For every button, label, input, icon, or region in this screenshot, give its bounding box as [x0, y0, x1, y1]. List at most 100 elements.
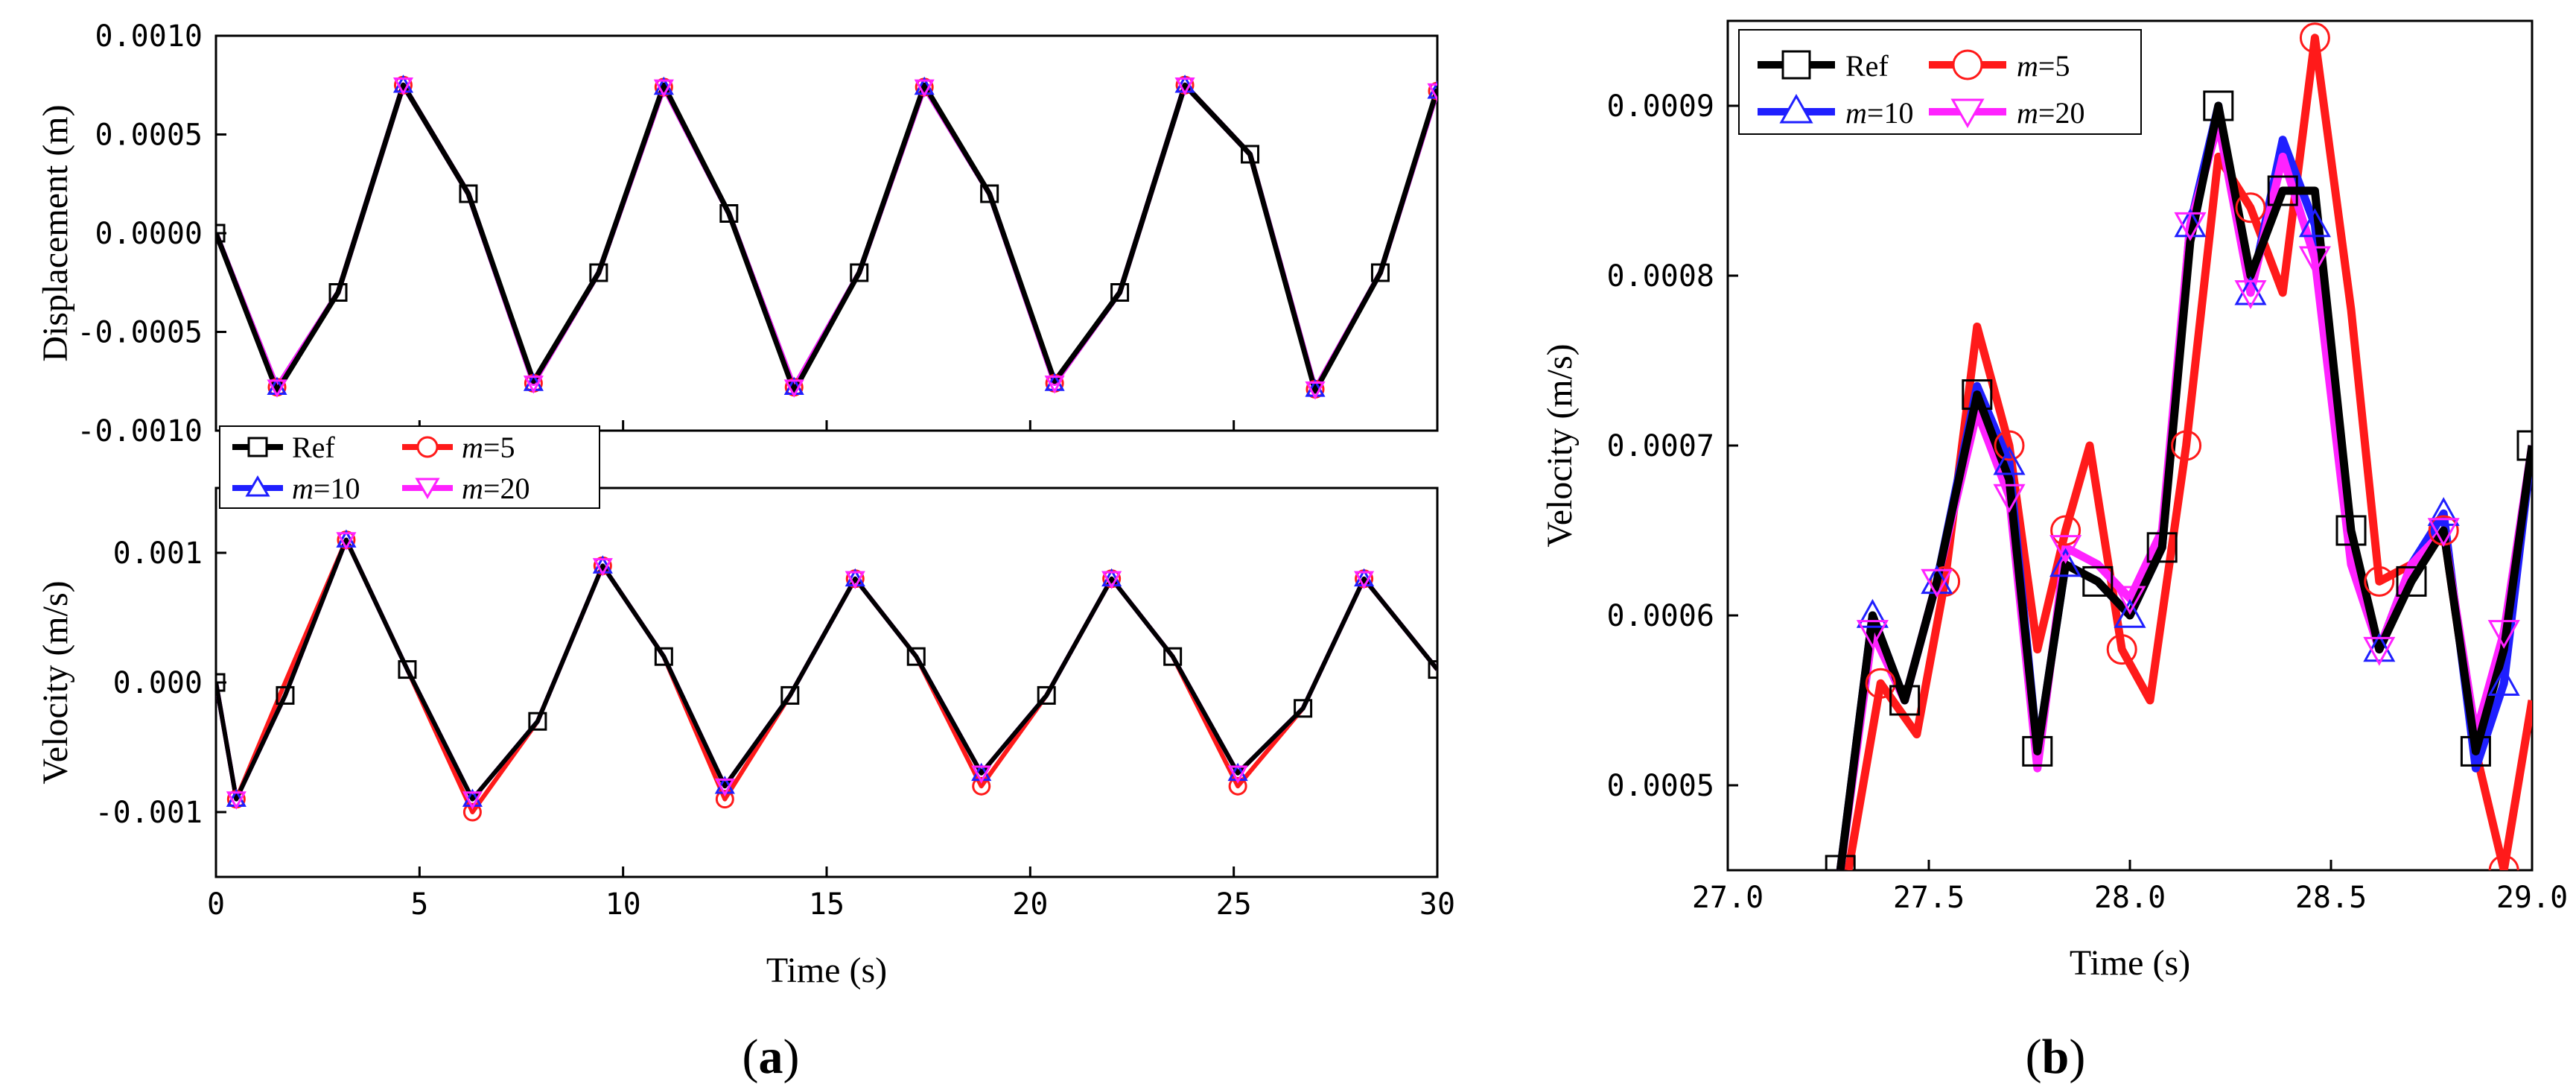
- panel-b-label: (b): [2026, 1030, 2086, 1084]
- legend-b-entry-m20: m=20: [1929, 96, 2084, 130]
- data-point-m20: [1101, 571, 1122, 589]
- data-point-ref: [1428, 660, 1437, 679]
- legend-a-m10-label: m=10: [292, 472, 360, 505]
- data-point-ref: [528, 712, 547, 731]
- data-point-m10: [2427, 497, 2460, 526]
- velocity-ticks-group: 0 5 10 15 20 25 30 -0.001 0.000 0.001: [95, 536, 1456, 922]
- y-tick-label: 0.0000: [95, 217, 203, 251]
- data-point-m20: [226, 791, 247, 810]
- data-point-ref: [398, 660, 417, 679]
- data-point-m10: [2049, 548, 2082, 577]
- data-point-m10: [1993, 446, 2026, 475]
- displacement-ticks-group: -0.0010 -0.0005 0.0000 0.0005 0.0010: [77, 19, 1439, 449]
- data-point-ref: [2516, 430, 2532, 461]
- legend-b-ref-marker: [1781, 50, 1811, 80]
- legend-a-ref-label: Ref: [292, 431, 335, 464]
- data-point-m5: [972, 776, 991, 796]
- data-point-m20: [1305, 381, 1326, 400]
- data-point-ref: [589, 263, 608, 282]
- data-point-ref: [2146, 532, 2178, 563]
- data-point-ref: [1370, 263, 1390, 282]
- data-point-m20: [653, 79, 674, 98]
- y-tick-label: -0.0010: [77, 414, 203, 449]
- legend-b-m10-marker: [1779, 93, 1813, 124]
- legend-a-entry-m5: m=5: [402, 431, 515, 464]
- data-point-m10: [1921, 565, 1953, 595]
- data-point-m20: [1174, 77, 1195, 96]
- data-point-m20: [845, 571, 865, 589]
- data-point-m20: [1427, 83, 1437, 102]
- series-line-ref: [1836, 101, 2532, 870]
- data-point-m20: [971, 765, 992, 784]
- data-point-ref: [2335, 515, 2367, 546]
- data-point-m10: [2174, 208, 2207, 238]
- data-point-m10: [2363, 633, 2396, 662]
- data-point-m20: [592, 558, 613, 577]
- velocity-y-axis-label: Velocity (m/s): [36, 580, 75, 784]
- legend-b-entry-ref: Ref: [1758, 49, 1889, 83]
- data-point-m10: [2298, 208, 2331, 238]
- x-tick-label: 0: [207, 887, 225, 922]
- legend-a-m20-label: m=20: [462, 472, 529, 505]
- data-point-m20: [914, 79, 935, 98]
- data-point-m20: [2427, 518, 2460, 548]
- data-point-m5: [1930, 565, 1961, 597]
- legend-b-entry-m10: m=10: [1758, 93, 1913, 130]
- legend-b-m20-marker: [1950, 98, 1985, 129]
- panel-a-label-letter: a: [759, 1030, 783, 1084]
- legend-a-entry-m20: m=20: [402, 472, 529, 505]
- y-tick-label: 0.001: [113, 536, 203, 571]
- data-point-ref: [780, 685, 800, 705]
- data-point-m20: [392, 77, 414, 96]
- data-point-m10: [2487, 667, 2520, 696]
- x-tick-label: 27.0: [1692, 881, 1764, 915]
- data-point-ref: [850, 263, 869, 282]
- data-point-m20: [1921, 568, 1953, 598]
- data-point-ref: [980, 184, 999, 203]
- x-tick-label: 30: [1419, 887, 1455, 922]
- data-point-ref: [1825, 855, 1856, 870]
- data-point-m5: [1865, 668, 1896, 699]
- data-point-ref: [1163, 647, 1183, 666]
- y-tick-label: 0.000: [113, 666, 203, 700]
- data-point-m20: [2487, 620, 2520, 649]
- legend-b-m5-marker: [1952, 49, 1983, 80]
- displacement-series-group: [216, 75, 1437, 400]
- data-point-m5: [1428, 81, 1437, 101]
- data-point-m10: [1856, 598, 1889, 628]
- x-tick-label: 27.5: [1893, 881, 1965, 915]
- data-point-ref: [2203, 90, 2234, 121]
- legend-b-entry-m5: m=5: [1929, 49, 2070, 83]
- data-point-m20: [1354, 571, 1375, 589]
- panel-a-label-open: (: [742, 1030, 759, 1084]
- legend-a-box: [219, 425, 600, 509]
- series-line-ref: [216, 537, 1437, 802]
- zoom-x-axis-label: Time (s): [2070, 943, 2190, 983]
- data-point-m20: [1856, 620, 1889, 649]
- data-point-ref: [1037, 685, 1056, 705]
- data-point-m20: [2114, 586, 2146, 615]
- displacement-y-axis-label: Displacement (m): [36, 104, 75, 361]
- y-tick-label: 0.0005: [1607, 769, 1715, 803]
- legend-b-m20-label: m=20: [2017, 96, 2084, 130]
- data-point-ref: [328, 283, 348, 302]
- data-point-m20: [1044, 376, 1065, 394]
- panel-b-label-close: ): [2069, 1030, 2085, 1084]
- data-point-ref: [2396, 565, 2427, 597]
- data-point-ref: [459, 184, 478, 203]
- x-tick-label: 28.5: [2295, 881, 2367, 915]
- y-tick-label: -0.001: [95, 796, 203, 830]
- data-point-m5: [2364, 565, 2395, 597]
- legend-panel-a: Ref m=5 m=10 m=20: [219, 425, 600, 509]
- data-point-ref: [1889, 685, 1921, 716]
- data-point-m5: [2235, 192, 2266, 224]
- zoom-ticks-group: 27.0 27.5 28.0 28.5 29.0 0.0005 0.0006 0.0007 0.…: [1607, 89, 2569, 915]
- panel-a-label-close: ): [783, 1030, 800, 1084]
- data-point-m20: [783, 379, 804, 398]
- panel-a-velocity: 0 5 10 15 20 25 30 -0.001 0.000 0.001 Velocity (m…: [36, 487, 1456, 990]
- data-point-m5: [2106, 634, 2137, 665]
- legend-b-ref-label: Ref: [1845, 49, 1889, 83]
- data-point-m20: [267, 379, 287, 398]
- data-point-ref: [1241, 145, 1260, 164]
- data-point-m10: [2234, 276, 2267, 305]
